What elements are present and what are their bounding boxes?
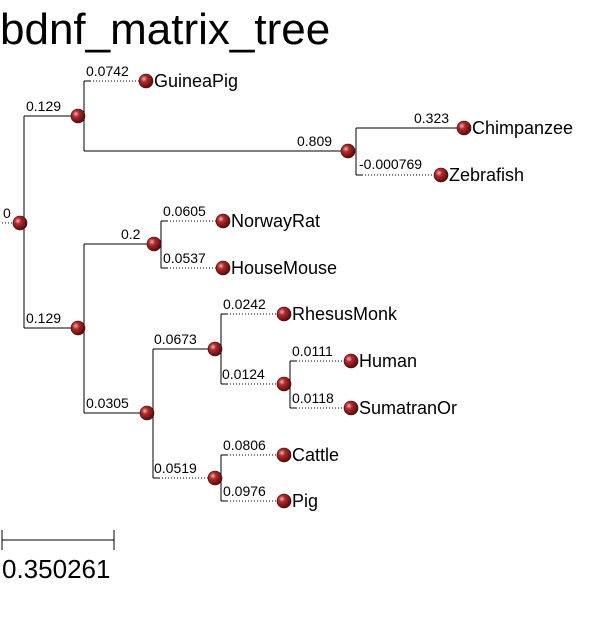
branch-length-orang: 0.0118: [292, 390, 334, 406]
node-guineapig: [138, 73, 154, 89]
branch-length-n_hs: 0.0124: [222, 366, 265, 382]
tree-nodes: [12, 73, 472, 509]
branch-length-human: 0.0111: [292, 343, 333, 359]
branch-length-chimp: 0.323: [414, 110, 449, 126]
leaf-label-orang: SumatranOr: [359, 398, 457, 418]
branch-length-rhesus: 0.0242: [223, 296, 266, 312]
leaf-label-zebra: Zebrafish: [449, 165, 524, 185]
node-n_cz: [340, 143, 356, 159]
branch-length-rat: 0.0605: [163, 203, 206, 219]
node-rhesus: [276, 306, 292, 322]
leaf-label-rat: NorwayRat: [231, 211, 320, 231]
leaf-label-chimp: Chimpanzee: [472, 118, 573, 138]
node-orang: [343, 400, 359, 416]
tree-labels: 0 0.129 0.0742 GuineaPig 0.809 0.323 Chimpanze…: [3, 63, 573, 511]
node-mouse: [215, 260, 231, 276]
branch-length-n_cp: 0.0519: [154, 460, 197, 476]
node-n_cp: [207, 470, 223, 486]
branch-length-n2: 0.129: [26, 310, 61, 326]
leaf-label-mouse: HouseMouse: [231, 258, 337, 278]
node-n2: [70, 320, 86, 336]
branch-length-cattle: 0.0806: [223, 437, 266, 453]
node-n_pri: [207, 341, 223, 357]
leaf-label-human: Human: [359, 351, 417, 371]
node-rat: [215, 213, 231, 229]
branch-length-pig: 0.0976: [223, 483, 266, 499]
leaf-label-rhesus: RhesusMonk: [292, 304, 398, 324]
node-n_rod: [146, 236, 162, 252]
node-pig: [276, 493, 292, 509]
node-zebra: [433, 167, 449, 183]
tree-edges: [2, 80, 464, 502]
node-n1: [70, 108, 86, 124]
branch-length-zebra: -0.000769: [359, 156, 422, 172]
scale-bar-value: 0.350261: [2, 554, 110, 584]
branch-length-n3: 0.0305: [86, 395, 129, 411]
branch-length-mouse: 0.0537: [163, 250, 206, 266]
tree-title: bdnf_matrix_tree: [0, 5, 331, 54]
branch-length-n_rod: 0.2: [121, 226, 141, 242]
branch-length-n_cz: 0.809: [297, 133, 332, 149]
branch-length-n_pri: 0.0673: [154, 331, 197, 347]
branch-length-n1: 0.129: [26, 98, 61, 114]
node-cattle: [276, 447, 292, 463]
branch-length-guineapig: 0.0742: [86, 63, 129, 79]
node-root: [12, 215, 28, 231]
branch-length-root: 0: [3, 205, 11, 221]
leaf-label-pig: Pig: [292, 491, 318, 511]
scale-bar: 0.350261: [1, 530, 115, 584]
leaf-label-cattle: Cattle: [292, 445, 339, 465]
node-chimp: [456, 120, 472, 136]
node-n_hs: [276, 376, 292, 392]
node-human: [343, 353, 359, 369]
node-n3: [139, 405, 155, 421]
leaf-label-guineapig: GuineaPig: [154, 71, 238, 91]
